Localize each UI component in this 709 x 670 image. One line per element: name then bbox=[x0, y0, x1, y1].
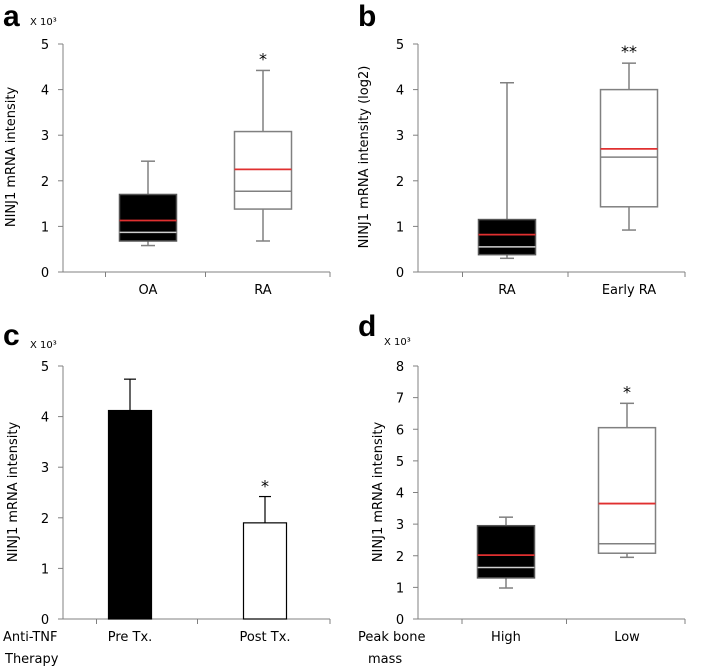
x-tick-label: Low bbox=[614, 630, 640, 645]
group-title-line-2: Therapy bbox=[4, 652, 59, 667]
panel-label-a: a bbox=[3, 0, 20, 33]
significance-marker: ** bbox=[621, 42, 637, 61]
y-tick-label: 3 bbox=[41, 129, 49, 144]
box-oa bbox=[118, 193, 178, 242]
significance-marker: * bbox=[623, 382, 631, 401]
y-tick-label: 3 bbox=[396, 518, 404, 533]
panel-label-d: d bbox=[358, 310, 376, 343]
group-title-line-1: Peak bone bbox=[358, 630, 425, 645]
x-tick-label: Pre Tx. bbox=[108, 630, 153, 645]
panel-b: b NINJ1 mRNA intensity (log2) 0 1 2 3 4 5 RA Ea… bbox=[357, 0, 686, 298]
y-tick-label: 1 bbox=[41, 562, 49, 577]
box-high bbox=[476, 524, 536, 579]
y-tick-label: 0 bbox=[41, 266, 49, 281]
bar-post-tx bbox=[242, 522, 288, 620]
significance-marker: * bbox=[259, 49, 267, 68]
y-tick-label: 5 bbox=[41, 360, 49, 375]
y-tick-label: 4 bbox=[41, 411, 49, 426]
panel-a: a X 10³ NINJ1 mRNA intensity 0 1 2 3 4 5 OA RA * bbox=[3, 0, 331, 298]
y-tick-label: 3 bbox=[41, 461, 49, 476]
y-tick-label: 0 bbox=[41, 613, 49, 628]
y-tick-label: 1 bbox=[396, 220, 404, 235]
multiplier-label: X 10³ bbox=[30, 340, 57, 351]
box-ra bbox=[477, 218, 537, 256]
x-tick-label: Early RA bbox=[602, 283, 656, 298]
x-tick-label: Post Tx. bbox=[239, 630, 290, 645]
panel-c: c X 10³ NINJ1 mRNA intensity Anti-TNF Th… bbox=[3, 319, 331, 667]
x-tick-label: RA bbox=[498, 283, 516, 298]
y-axis-label: NINJ1 mRNA intensity bbox=[371, 422, 386, 563]
y-tick-label: 8 bbox=[396, 360, 404, 375]
y-tick-label: 2 bbox=[41, 512, 49, 527]
y-tick-label: 4 bbox=[396, 84, 404, 99]
y-tick-label: 1 bbox=[396, 581, 404, 596]
box-ra bbox=[233, 130, 293, 210]
y-axis-label: NINJ1 mRNA intensity bbox=[6, 422, 21, 563]
y-tick-label: 4 bbox=[41, 84, 49, 99]
multiplier-label: X 10³ bbox=[30, 17, 57, 28]
x-tick-label: High bbox=[491, 630, 521, 645]
y-tick-label: 7 bbox=[396, 392, 404, 407]
y-tick-label: 0 bbox=[396, 613, 404, 628]
y-tick-label: 5 bbox=[396, 38, 404, 53]
y-tick-label: 6 bbox=[396, 423, 404, 438]
x-tick-label: OA bbox=[139, 283, 158, 298]
y-tick-label: 1 bbox=[41, 220, 49, 235]
bar-pre-tx bbox=[107, 409, 153, 620]
box-low bbox=[597, 426, 657, 554]
y-tick-label: 4 bbox=[396, 487, 404, 502]
y-tick-label: 2 bbox=[396, 175, 404, 190]
group-title-line-1: Anti-TNF bbox=[3, 630, 57, 645]
y-tick-label: 5 bbox=[396, 455, 404, 470]
y-tick-label: 0 bbox=[396, 266, 404, 281]
multiplier-label: X 10³ bbox=[384, 337, 411, 348]
x-tick-label: RA bbox=[254, 283, 272, 298]
y-tick-label: 3 bbox=[396, 129, 404, 144]
group-title-line-2: mass bbox=[368, 652, 402, 667]
significance-marker: * bbox=[261, 477, 269, 496]
panel-d: d X 10³ NINJ1 mRNA intensity Peak bone m… bbox=[358, 310, 686, 667]
y-axis-label: NINJ1 mRNA intensity (log2) bbox=[357, 66, 372, 249]
y-tick-label: 2 bbox=[396, 550, 404, 565]
y-tick-label: 2 bbox=[41, 175, 49, 190]
y-tick-label: 5 bbox=[41, 38, 49, 53]
panel-label-b: b bbox=[358, 0, 376, 33]
y-axis-label: NINJ1 mRNA intensity bbox=[4, 87, 19, 228]
panel-label-c: c bbox=[3, 319, 20, 352]
